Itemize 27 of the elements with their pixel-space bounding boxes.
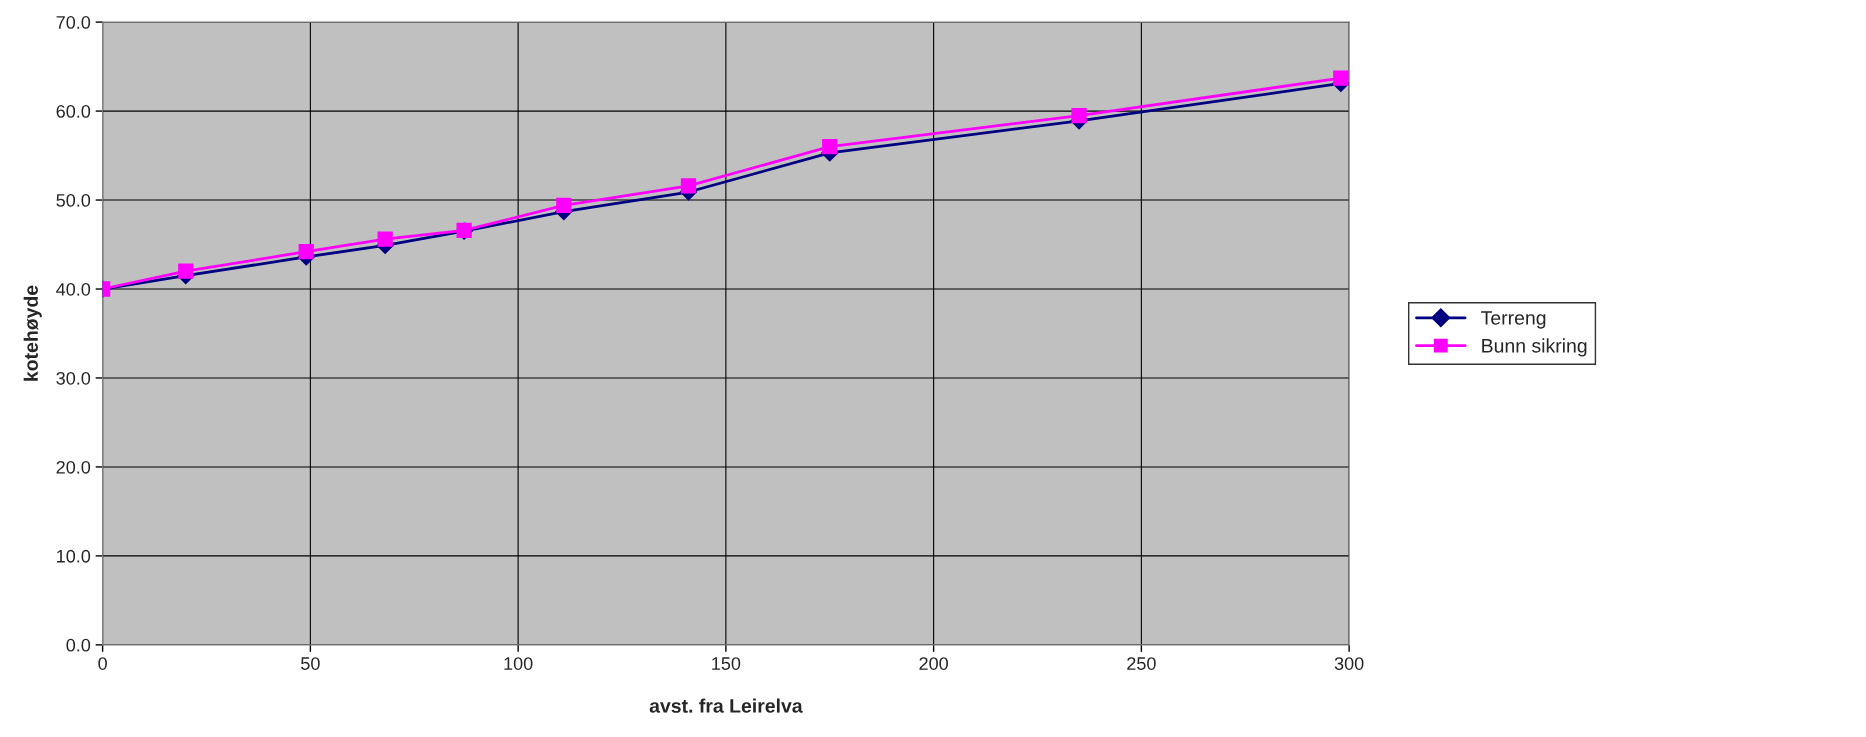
x-tick-label: 0 xyxy=(98,657,107,670)
y-tick-label: 60.0 xyxy=(56,105,91,118)
legend-label: Bunn sikring xyxy=(1482,338,1587,357)
point xyxy=(822,139,838,155)
point xyxy=(178,263,194,279)
y-tick-label: 40.0 xyxy=(56,282,91,296)
y-tick-label: 70.0 xyxy=(56,16,91,29)
y-tick-label: 30.0 xyxy=(56,371,91,385)
point xyxy=(377,231,393,247)
y-axis-title: kotehøyde xyxy=(23,285,42,381)
x-tick-label: 150 xyxy=(712,657,741,670)
point xyxy=(298,244,314,260)
point xyxy=(1333,70,1349,86)
y-tick-label: 20.0 xyxy=(56,460,91,474)
x-tick-label: 100 xyxy=(504,657,533,670)
y-tick-label: 0.0 xyxy=(66,638,91,652)
x-axis-title: avst. fra Leirelva xyxy=(649,698,803,713)
point xyxy=(1071,107,1087,124)
x-tick-label: 200 xyxy=(919,657,948,670)
y-tick-label: 50.0 xyxy=(56,193,91,207)
x-tick-label: 250 xyxy=(1127,657,1156,670)
legend-label: Terreng xyxy=(1481,311,1546,329)
point xyxy=(680,178,697,194)
y-tick-label: 10.0 xyxy=(57,549,91,563)
x-tick-label: 50 xyxy=(301,657,320,670)
x-tick-label: 300 xyxy=(1334,657,1364,670)
point xyxy=(556,197,572,214)
